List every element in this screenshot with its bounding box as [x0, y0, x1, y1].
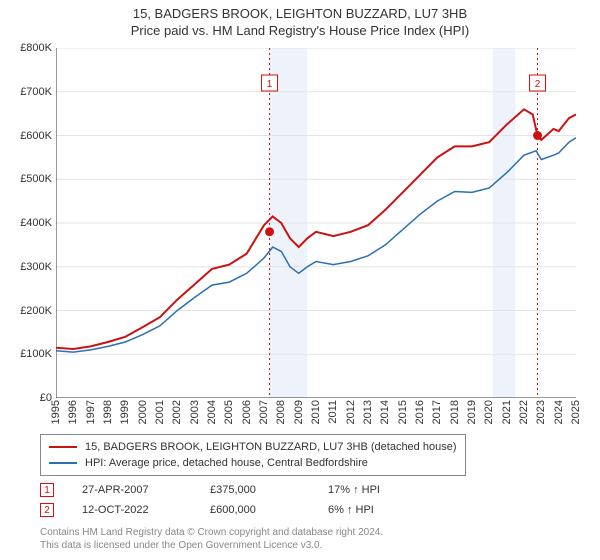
x-tick-label: 2008: [275, 400, 287, 424]
legend-item: 15, BADGERS BROOK, LEIGHTON BUZZARD, LU7…: [49, 439, 457, 455]
footer-attribution: Contains HM Land Registry data © Crown c…: [40, 526, 383, 552]
legend: 15, BADGERS BROOK, LEIGHTON BUZZARD, LU7…: [40, 434, 466, 476]
x-tick-label: 1996: [67, 400, 79, 424]
x-tick-label: 2011: [327, 400, 339, 424]
y-tick-label: £800K: [4, 42, 52, 54]
title-subtitle: Price paid vs. HM Land Registry's House …: [0, 23, 600, 38]
x-tick-label: 2005: [223, 400, 235, 424]
x-tick-label: 2012: [345, 400, 357, 424]
chart-container: 15, BADGERS BROOK, LEIGHTON BUZZARD, LU7…: [0, 0, 600, 560]
x-tick-label: 2025: [570, 400, 582, 424]
annotation-badge: 2: [40, 503, 54, 517]
annotation-delta: 17% ↑ HPI: [328, 484, 418, 496]
annotation-date: 27-APR-2007: [82, 484, 182, 496]
annotation-table: 1 27-APR-2007 £375,000 17% ↑ HPI 2 12-OCT-202…: [40, 480, 418, 520]
x-tick-label: 2023: [535, 400, 547, 424]
legend-label: 15, BADGERS BROOK, LEIGHTON BUZZARD, LU7…: [85, 441, 457, 453]
x-tick-label: 2009: [293, 400, 305, 424]
x-tick-label: 2010: [310, 400, 322, 424]
x-tick-label: 1998: [102, 400, 114, 424]
x-tick-label: 2016: [414, 400, 426, 424]
y-tick-label: £200K: [4, 305, 52, 317]
title-block: 15, BADGERS BROOK, LEIGHTON BUZZARD, LU7…: [0, 0, 600, 38]
x-tick-label: 2004: [206, 400, 218, 424]
x-tick-label: 2001: [154, 400, 166, 424]
annotation-badge: 1: [40, 483, 54, 497]
x-tick-label: 2019: [466, 400, 478, 424]
annotation-price: £375,000: [210, 484, 300, 496]
annotation-date: 12-OCT-2022: [82, 504, 182, 516]
svg-text:2: 2: [535, 79, 541, 90]
x-tick-label: 2003: [189, 400, 201, 424]
y-tick-label: £600K: [4, 130, 52, 142]
y-tick-label: £100K: [4, 348, 52, 360]
y-tick-label: £500K: [4, 173, 52, 185]
x-tick-label: 1997: [85, 400, 97, 424]
y-tick-label: £0: [4, 392, 52, 404]
y-tick-label: £700K: [4, 86, 52, 98]
chart-svg: 12: [56, 48, 576, 398]
x-tick-label: 2014: [379, 400, 391, 424]
chart-area: 12: [56, 48, 576, 398]
x-tick-label: 2006: [241, 400, 253, 424]
annotation-row: 2 12-OCT-2022 £600,000 6% ↑ HPI: [40, 500, 418, 520]
legend-swatch: [49, 446, 77, 448]
y-tick-label: £300K: [4, 261, 52, 273]
legend-item: HPI: Average price, detached house, Cent…: [49, 455, 457, 471]
x-tick-label: 2017: [431, 400, 443, 424]
annotation-price: £600,000: [210, 504, 300, 516]
x-tick-label: 2022: [518, 400, 530, 424]
annotation-delta: 6% ↑ HPI: [328, 504, 418, 516]
x-tick-label: 2021: [501, 400, 513, 424]
x-tick-label: 2020: [483, 400, 495, 424]
svg-text:1: 1: [267, 79, 273, 90]
legend-label: HPI: Average price, detached house, Cent…: [85, 457, 368, 469]
x-tick-label: 2015: [397, 400, 409, 424]
x-tick-label: 2018: [449, 400, 461, 424]
x-tick-label: 1999: [119, 400, 131, 424]
x-tick-label: 2007: [258, 400, 270, 424]
x-tick-label: 2000: [137, 400, 149, 424]
x-tick-label: 2024: [553, 400, 565, 424]
x-tick-label: 2002: [171, 400, 183, 424]
y-tick-label: £400K: [4, 217, 52, 229]
title-address: 15, BADGERS BROOK, LEIGHTON BUZZARD, LU7…: [0, 6, 600, 21]
annotation-row: 1 27-APR-2007 £375,000 17% ↑ HPI: [40, 480, 418, 500]
legend-swatch: [49, 462, 77, 464]
footer-line2: This data is licensed under the Open Gov…: [40, 539, 383, 552]
x-tick-label: 1995: [50, 400, 62, 424]
x-tick-label: 2013: [362, 400, 374, 424]
footer-line1: Contains HM Land Registry data © Crown c…: [40, 526, 383, 539]
